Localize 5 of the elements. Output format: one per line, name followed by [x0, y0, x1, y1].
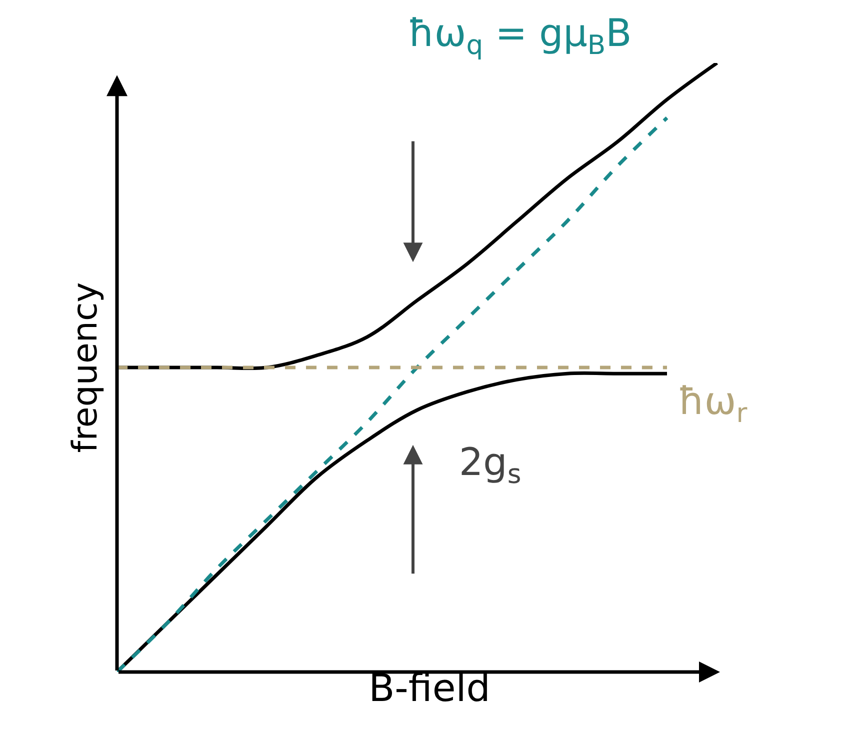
series-label: ħω$_{r}$ [678, 379, 748, 429]
series-label: ħω$_{q}$ = gμ$_{B}$B [408, 11, 632, 61]
y-axis-title: frequency [66, 282, 106, 453]
x-axis-title: B-field [368, 666, 490, 710]
annotation: 2g$_{s}$ [459, 440, 522, 490]
